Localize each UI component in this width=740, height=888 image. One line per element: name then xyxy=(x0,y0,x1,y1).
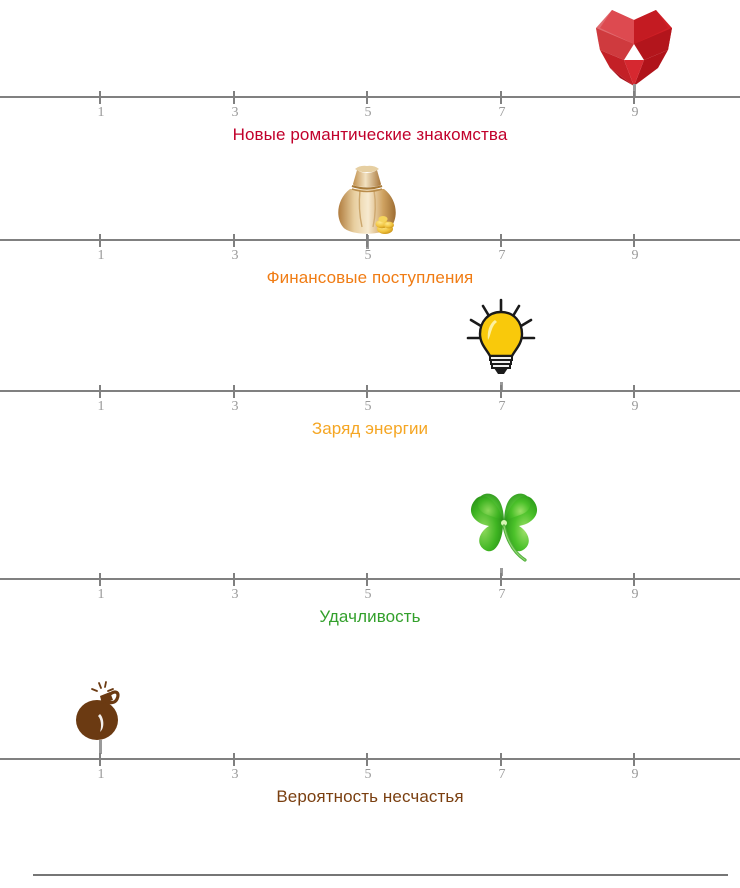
bomb-icon xyxy=(76,681,120,740)
axis-tick-9 xyxy=(633,91,635,104)
axis-tick-label-7: 7 xyxy=(498,767,506,782)
money-bag-icon xyxy=(338,165,396,234)
axis-tick-label-9: 9 xyxy=(631,399,639,414)
axis-tick-3 xyxy=(233,385,235,398)
axis-tick-5 xyxy=(366,234,368,247)
scale-title-romance: Новые романтические знакомства xyxy=(232,125,508,144)
axis-tick-3 xyxy=(233,573,235,586)
axis-tick-label-1: 1 xyxy=(97,105,105,120)
axis-tick-label-7: 7 xyxy=(498,399,506,414)
axis-tick-label-9: 9 xyxy=(631,587,639,602)
axis-tick-7 xyxy=(500,385,502,398)
axis-tick-3 xyxy=(233,91,235,104)
scale-romance: 1 3 5 7 9 Новые романтические знакомства xyxy=(0,0,740,160)
axis-tick-label-3: 3 xyxy=(231,248,239,263)
scale-finance: 1 3 5 7 9 Финансовые поступления xyxy=(0,143,740,303)
axis-tick-1 xyxy=(99,234,101,247)
heart-icon xyxy=(596,10,672,86)
axis-tick-label-7: 7 xyxy=(498,248,506,263)
axis-tick-9 xyxy=(633,753,635,766)
axis-tick-label-7: 7 xyxy=(498,587,506,602)
axis-line-romance xyxy=(0,96,740,98)
axis-tick-7 xyxy=(500,91,502,104)
axis-tick-label-5: 5 xyxy=(364,767,372,782)
axis-tick-label-5: 5 xyxy=(364,248,372,263)
four-leaf-clover-icon xyxy=(470,493,538,562)
scale-energy: 1 3 5 7 9 Заряд энергии xyxy=(0,294,740,454)
axis-tick-label-3: 3 xyxy=(231,399,239,414)
scale-title-luck: Удачливость xyxy=(319,607,421,626)
axis-line-finance xyxy=(0,239,740,241)
axis-tick-5 xyxy=(366,573,368,586)
axis-tick-9 xyxy=(633,385,635,398)
scale-luck: 1 3 5 7 9 Удачливость xyxy=(0,482,740,642)
axis-tick-5 xyxy=(366,753,368,766)
axis-tick-label-5: 5 xyxy=(364,105,372,120)
axis-tick-label-9: 9 xyxy=(631,248,639,263)
axis-tick-7 xyxy=(500,234,502,247)
axis-tick-label-9: 9 xyxy=(631,105,639,120)
axis-tick-9 xyxy=(633,234,635,247)
axis-tick-label-3: 3 xyxy=(231,767,239,782)
axis-tick-label-5: 5 xyxy=(364,399,372,414)
axis-tick-label-1: 1 xyxy=(97,399,105,414)
scale-misfortune: 1 3 5 7 9 Вероятность несчастья xyxy=(0,662,740,822)
axis-tick-7 xyxy=(500,573,502,586)
marker-stem-misfortune xyxy=(98,740,102,754)
lightbulb-icon xyxy=(466,298,536,374)
marker-stem-luck xyxy=(499,568,503,576)
axis-tick-label-5: 5 xyxy=(364,587,372,602)
axis-tick-1 xyxy=(99,753,101,766)
axis-tick-3 xyxy=(233,234,235,247)
bottom-divider xyxy=(33,874,728,876)
axis-tick-label-1: 1 xyxy=(97,587,105,602)
axis-tick-7 xyxy=(500,753,502,766)
axis-tick-1 xyxy=(99,385,101,398)
axis-tick-1 xyxy=(99,91,101,104)
scale-title-misfortune: Вероятность несчастья xyxy=(276,787,464,806)
axis-tick-label-3: 3 xyxy=(231,105,239,120)
axis-tick-3 xyxy=(233,753,235,766)
axis-tick-label-3: 3 xyxy=(231,587,239,602)
axis-tick-1 xyxy=(99,573,101,586)
axis-line-energy xyxy=(0,390,740,392)
axis-tick-label-7: 7 xyxy=(498,105,506,120)
scale-title-finance: Финансовые поступления xyxy=(266,268,474,287)
axis-tick-label-1: 1 xyxy=(97,767,105,782)
axis-tick-label-1: 1 xyxy=(97,248,105,263)
axis-tick-5 xyxy=(366,385,368,398)
axis-tick-5 xyxy=(366,91,368,104)
axis-tick-9 xyxy=(633,573,635,586)
scale-title-energy: Заряд энергии xyxy=(311,419,429,438)
axis-tick-label-9: 9 xyxy=(631,767,639,782)
axis-line-misfortune xyxy=(0,758,740,760)
axis-line-luck xyxy=(0,578,740,580)
